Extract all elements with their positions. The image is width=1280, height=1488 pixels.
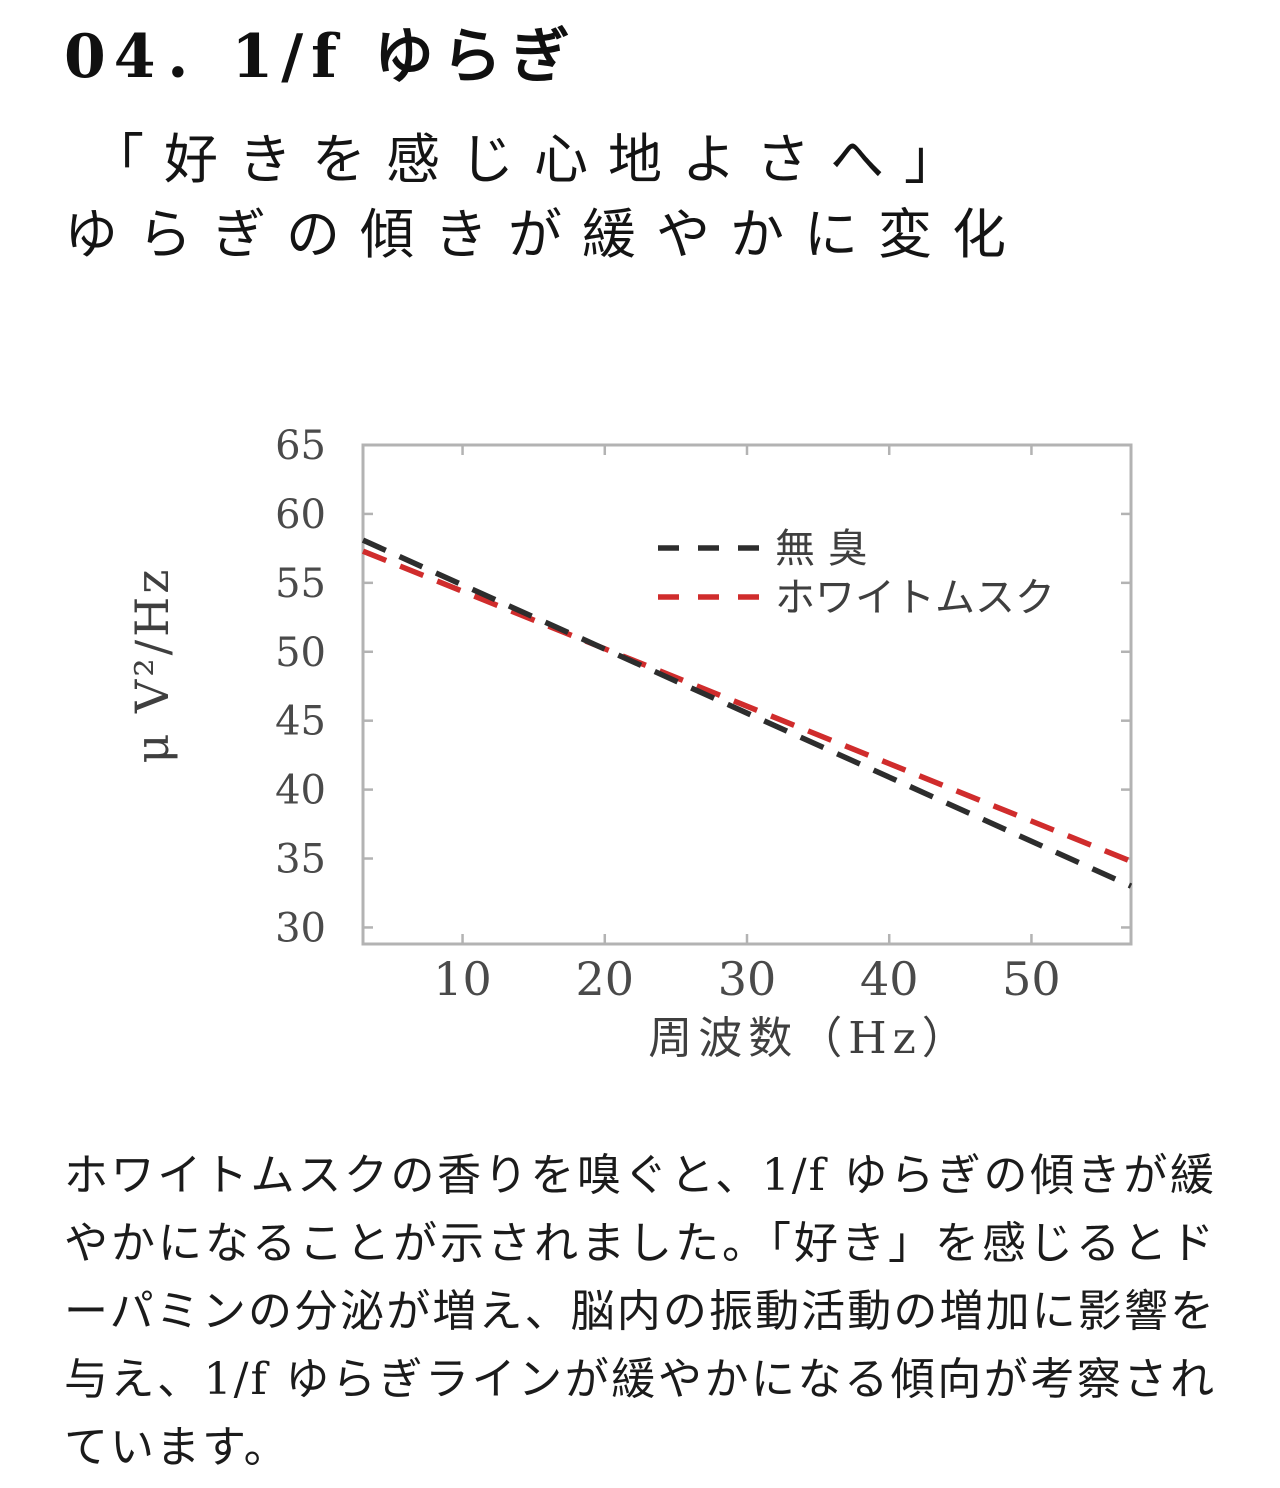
x-axis-tick-label: 10 (433, 952, 492, 1006)
y-axis-tick-label: 60 (275, 492, 326, 538)
x-axis-tick-label: 50 (1002, 952, 1061, 1006)
y-axis-tick-label: 40 (275, 768, 326, 814)
subtitle-line-1: 「好きを感じ心地よさへ」 (90, 128, 978, 191)
y-axis-tick-label: 50 (275, 630, 326, 676)
y-axis-tick-label: 30 (275, 905, 326, 951)
series-line-odorless (361, 537, 1133, 889)
legend-label-white-musk: ホワイトムスク (775, 575, 1055, 621)
legend-label-odorless: 無 臭 (775, 526, 868, 572)
page-title: 04．1/f ゆらぎ (64, 22, 578, 92)
frequency-chart: μ V²/Hz 10 20 30 40 50 30 35 40 45 50 55 60 65 周波数（Hz）… (0, 400, 1280, 1100)
page-subtitle: 「好きを感じ心地よさへ」 ゆらぎの傾きが緩やかに変化 (64, 122, 1026, 272)
y-axis-label: μ V²/Hz (125, 566, 179, 763)
x-axis-label: 周波数（Hz） (648, 1013, 972, 1064)
y-axis-tick-label: 55 (275, 561, 326, 607)
x-axis-tick-label: 40 (860, 952, 919, 1006)
line-chart-svg: μ V²/Hz 10 20 30 40 50 30 35 40 45 50 55 60 65 周波数（Hz）… (125, 423, 1133, 1064)
series-line-white-musk (361, 548, 1133, 864)
y-axis-tick-label: 65 (275, 423, 326, 469)
subtitle-line-2: ゆらぎの傾きが緩やかに変化 (64, 203, 1026, 266)
body-text-line: ています。 (64, 1422, 290, 1473)
body-text-line: やかになることが示されました。「好き」を感じるとド (64, 1218, 1216, 1269)
y-axis-tick-label: 45 (275, 699, 326, 745)
body-text-line: ホワイトムスクの香りを嗅ぐと、1/f ゆらぎの傾きが緩 (64, 1150, 1216, 1201)
body-text-line: ーパミンの分泌が増え、脳内の振動活動の増加に影響を (64, 1286, 1216, 1337)
plot-frame (361, 443, 1133, 946)
x-axis-tick-label: 20 (576, 952, 635, 1006)
body-paragraph: ホワイトムスクの香りを嗅ぐと、1/f ゆらぎの傾きが緩 やかになることが示されまし… (64, 1142, 1216, 1482)
x-axis-tick-label: 30 (718, 952, 777, 1006)
y-axis-tick-label: 35 (275, 837, 326, 883)
body-text-line: 与え、1/f ゆらぎラインが緩やかになる傾向が考察され (64, 1354, 1216, 1405)
